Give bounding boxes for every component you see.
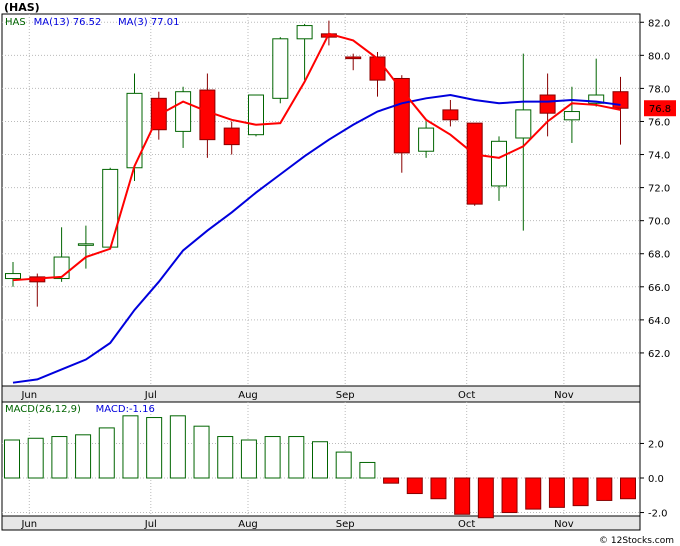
macd-bar [288,436,305,479]
macd-ytick-label: -2.0 [648,509,668,520]
macd-bar [359,461,376,479]
macd-bar [525,477,542,510]
price-ytick-label: 70.0 [648,217,670,228]
macd-bar [335,451,352,479]
candle-body [248,94,264,136]
macd-bar [51,436,68,479]
ma3-line [12,32,621,282]
macd-xtick-label: Sep [336,519,355,530]
macd-legend-entry: MACD(26,12,9) [5,404,81,415]
macd-bar [501,477,518,514]
candle-body [296,25,313,40]
macd-ytick-label: 0.0 [648,474,664,485]
macd-bar [430,477,447,500]
macd-bar [383,477,400,484]
candle-body [223,127,240,146]
macd-bar [217,436,234,479]
price-ytick-label: 82.0 [648,18,670,29]
macd-bar [572,477,589,507]
macd-xaxis-band [1,515,641,531]
candle-body [612,91,629,109]
macd-xtick-label: Aug [238,519,258,530]
candle-body [175,91,192,132]
candle-body [369,56,386,81]
macd-bar [193,425,210,479]
macd-bar [548,477,565,508]
macd-xtick-label: Jun [20,519,37,530]
candle-body [515,109,532,139]
candle-body [442,109,459,121]
legend-entry: HAS [5,17,26,28]
candle-body [539,94,556,114]
macd-bar [240,439,257,479]
price-xtick-label: Oct [458,390,475,401]
price-ytick-label: 64.0 [648,316,670,327]
candle-body [466,122,483,205]
candle-body [563,111,580,121]
page-title: (HAS) [4,1,40,14]
legend-entry: MA(3) 77.01 [118,17,179,28]
macd-bar [122,415,139,479]
price-ytick-label: 72.0 [648,184,670,195]
candle-body [102,168,119,248]
macd-panel: Jun Jul Aug Sep Oct Nov -2.0 0.0 2.0 MACD(26,12,9… [1,401,668,531]
price-ytick-label: 76.0 [648,117,670,128]
macd-ytick-label: 2.0 [648,439,664,450]
price-xtick-label: Aug [238,390,258,401]
macd-bar [75,434,92,479]
candle-body [393,77,410,154]
price-ytick-label: 62.0 [648,349,670,360]
candle-body [588,94,605,104]
macd-xtick-label: Nov [554,519,574,530]
macd-xtick-label: Jul [144,519,157,530]
candle-body [418,127,435,152]
macd-bar [4,439,20,479]
candle-body [5,273,21,280]
macd-bar [169,415,186,479]
candle-body [77,243,94,246]
macd-xtick-label: Oct [458,519,475,530]
credit-text: © 12Stocks.com [599,536,674,546]
candle-body [272,38,289,99]
last-price-label: 76.8 [649,104,671,115]
price-xtick-label: Nov [554,390,574,401]
macd-bar [312,441,328,479]
price-ytick-label: 74.0 [648,151,670,162]
macd-legend-entry: MACD:-1.16 [96,404,155,415]
price-ytick-label: 66.0 [648,283,670,294]
candle-body [199,89,216,141]
price-ytick-label: 80.0 [648,51,670,62]
price-panel: 62.0 64.0 66.0 68.0 70.0 72.0 74.0 76.0 78.0 80.0… [1,13,676,403]
last-price-box [644,100,676,117]
macd-bar [98,427,115,479]
macd-bar [454,477,471,515]
price-xtick-label: Jul [144,390,157,401]
price-xaxis-band [1,385,641,403]
price-xtick-label: Sep [336,390,355,401]
price-xtick-label: Jun [20,390,37,401]
ma13-line [12,93,621,384]
macd-bar [146,417,163,479]
macd-bar [406,477,423,495]
macd-bar [477,477,494,519]
macd-bar [596,477,613,501]
macd-bar [27,437,44,479]
candle-body [345,56,362,60]
price-ytick-label: 68.0 [648,250,670,261]
price-plot-area [1,13,641,387]
price-ytick-label: 78.0 [648,84,670,95]
candle-body [53,256,70,280]
candle-body [491,140,507,187]
macd-bar [620,477,636,500]
macd-bar [264,436,281,479]
legend-entry: MA(13) 76.52 [34,17,102,28]
